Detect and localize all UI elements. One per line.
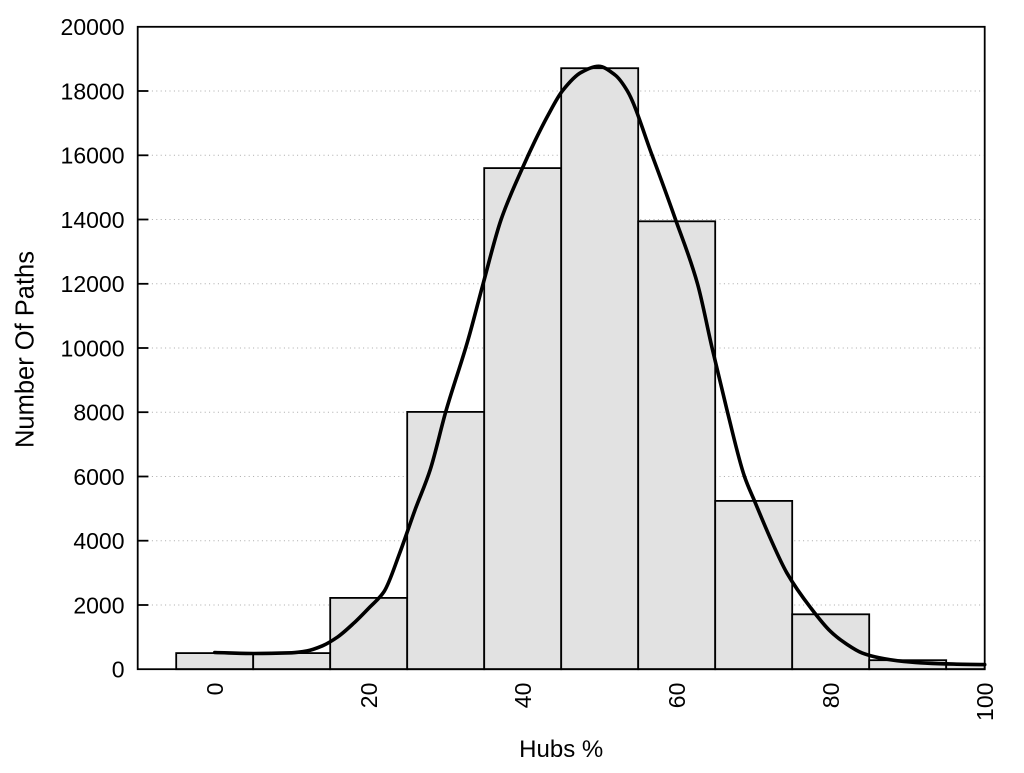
svg-text:Hubs %: Hubs % bbox=[519, 736, 603, 763]
svg-text:0: 0 bbox=[202, 683, 228, 696]
svg-text:100: 100 bbox=[972, 683, 998, 721]
svg-text:8000: 8000 bbox=[73, 400, 124, 426]
svg-text:4000: 4000 bbox=[73, 528, 124, 554]
svg-text:6000: 6000 bbox=[73, 464, 124, 490]
svg-text:60: 60 bbox=[664, 683, 690, 709]
svg-text:20: 20 bbox=[356, 683, 382, 709]
svg-text:16000: 16000 bbox=[61, 143, 125, 169]
svg-text:2000: 2000 bbox=[73, 592, 124, 618]
svg-text:14000: 14000 bbox=[61, 207, 125, 233]
svg-text:20000: 20000 bbox=[61, 14, 125, 40]
svg-text:12000: 12000 bbox=[61, 271, 125, 297]
svg-text:10000: 10000 bbox=[61, 335, 125, 361]
svg-text:0: 0 bbox=[112, 657, 125, 683]
svg-text:18000: 18000 bbox=[61, 78, 125, 104]
svg-text:Number Of Paths: Number Of Paths bbox=[11, 251, 39, 448]
svg-text:40: 40 bbox=[510, 683, 536, 709]
svg-text:80: 80 bbox=[818, 683, 844, 709]
